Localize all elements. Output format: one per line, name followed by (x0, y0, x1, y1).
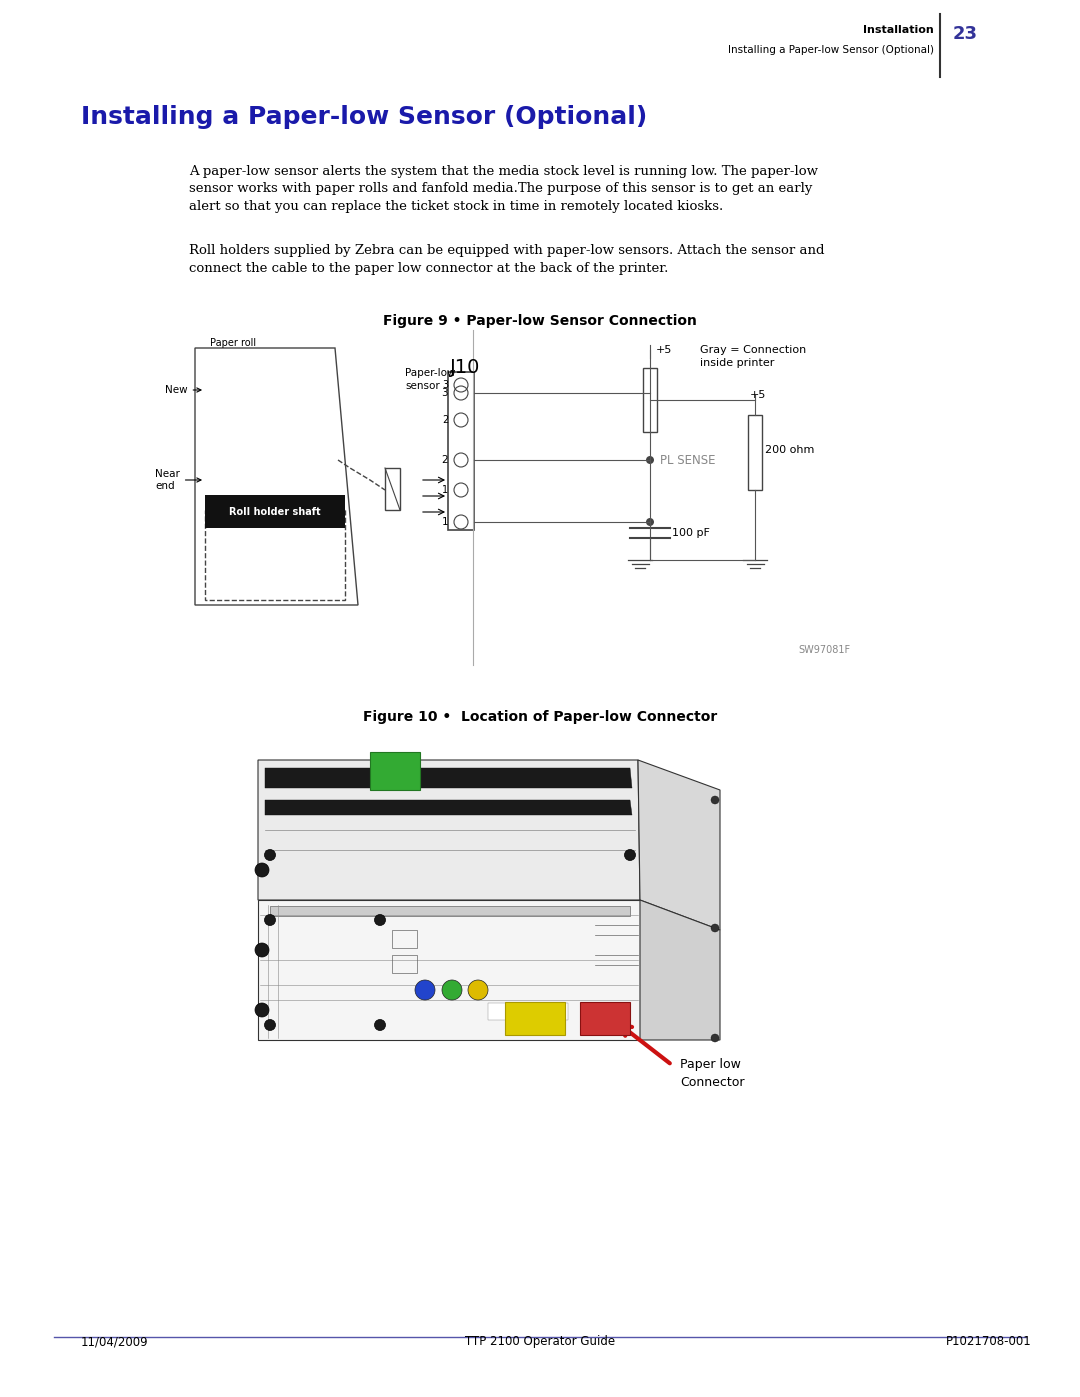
Circle shape (646, 518, 654, 527)
Polygon shape (488, 1003, 568, 1020)
Text: 1: 1 (442, 485, 448, 495)
Text: Gray = Connection
inside printer: Gray = Connection inside printer (700, 345, 807, 369)
Circle shape (711, 1034, 719, 1042)
Text: 3: 3 (442, 388, 448, 398)
Polygon shape (258, 760, 640, 900)
Text: A paper-low sensor alerts the system that the media stock level is running low. : A paper-low sensor alerts the system tha… (189, 165, 818, 177)
Text: Near
end: Near end (156, 469, 201, 490)
Circle shape (265, 915, 275, 925)
Text: 11/04/2009: 11/04/2009 (81, 1336, 149, 1348)
Text: connect the cable to the paper low connector at the back of the printer.: connect the cable to the paper low conne… (189, 263, 669, 275)
FancyBboxPatch shape (205, 495, 345, 528)
Circle shape (468, 981, 488, 1000)
Bar (748, 415, 762, 490)
Circle shape (255, 863, 269, 877)
Circle shape (646, 455, 654, 464)
Text: SW97081F: SW97081F (798, 645, 850, 655)
Bar (448, 372, 474, 529)
Text: Figure 9 • Paper-low Sensor Connection: Figure 9 • Paper-low Sensor Connection (383, 314, 697, 328)
Text: +5: +5 (656, 345, 673, 355)
Text: Paper-low
sensor: Paper-low sensor (405, 367, 456, 391)
Polygon shape (638, 760, 720, 930)
Text: Installing a Paper-low Sensor (Optional): Installing a Paper-low Sensor (Optional) (81, 105, 647, 129)
Circle shape (711, 923, 719, 932)
Bar (392, 956, 417, 972)
Polygon shape (258, 900, 640, 1039)
Polygon shape (640, 900, 720, 1039)
Text: Roll holder shaft: Roll holder shaft (229, 507, 321, 517)
Text: TTP 2100 Operator Guide: TTP 2100 Operator Guide (464, 1336, 616, 1348)
Text: 1: 1 (442, 517, 448, 527)
Text: 2: 2 (442, 415, 448, 425)
Circle shape (265, 1020, 275, 1031)
Text: alert so that you can replace the ticket stock in time in remotely located kiosk: alert so that you can replace the ticket… (189, 200, 724, 212)
Text: Paper roll: Paper roll (210, 338, 256, 348)
Polygon shape (505, 1002, 565, 1035)
Circle shape (375, 915, 386, 925)
Circle shape (265, 849, 275, 861)
Bar (392, 930, 417, 949)
Polygon shape (265, 800, 632, 814)
Circle shape (375, 1020, 386, 1031)
Circle shape (624, 849, 635, 861)
Text: J10: J10 (450, 358, 481, 377)
Circle shape (415, 981, 435, 1000)
Text: 200 ohm: 200 ohm (765, 446, 814, 455)
Text: +5: +5 (750, 390, 767, 400)
Circle shape (255, 943, 269, 957)
Polygon shape (370, 752, 420, 789)
Circle shape (255, 1003, 269, 1017)
Circle shape (442, 981, 462, 1000)
Text: sensor works with paper rolls and fanfold media.The purpose of this sensor is to: sensor works with paper rolls and fanfol… (189, 183, 812, 196)
Circle shape (711, 796, 719, 805)
Text: 23: 23 (953, 25, 977, 43)
Polygon shape (265, 768, 632, 788)
Text: 2: 2 (442, 455, 448, 465)
Text: New: New (165, 386, 201, 395)
Polygon shape (580, 1002, 630, 1035)
Text: 3: 3 (442, 380, 448, 390)
Text: Roll holders supplied by Zebra can be equipped with paper-low sensors. Attach th: Roll holders supplied by Zebra can be eq… (189, 244, 824, 257)
Text: PL SENSE: PL SENSE (660, 454, 715, 467)
Text: Paper low
Connector: Paper low Connector (680, 1058, 744, 1090)
Text: 100 pF: 100 pF (672, 528, 710, 538)
Text: Installing a Paper-low Sensor (Optional): Installing a Paper-low Sensor (Optional) (728, 45, 934, 54)
Polygon shape (270, 907, 630, 916)
Text: Figure 10 •  Location of Paper-low Connector: Figure 10 • Location of Paper-low Connec… (363, 710, 717, 724)
Bar (643, 367, 657, 432)
Text: Installation: Installation (863, 25, 934, 35)
Text: P1021708-001: P1021708-001 (946, 1336, 1031, 1348)
